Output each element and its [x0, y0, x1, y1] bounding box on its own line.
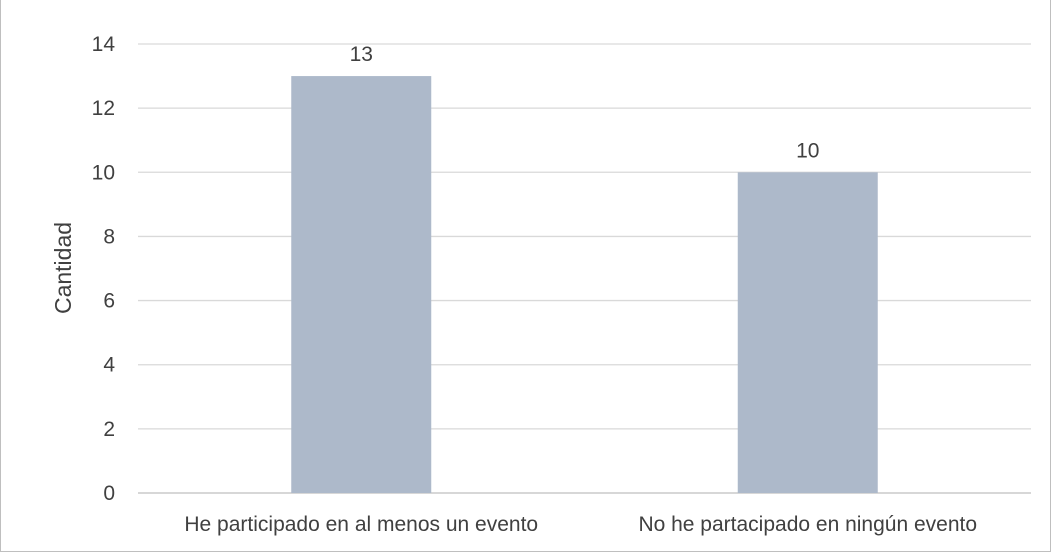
x-category-label: No he partacipado en ningún evento: [638, 513, 977, 536]
y-tick-label: 6: [103, 290, 115, 313]
y-axis-title: Cantidad: [50, 222, 76, 314]
y-tick-label: 10: [92, 161, 115, 184]
bar: [737, 172, 878, 494]
bar-data-label: 13: [350, 43, 373, 66]
y-axis-ticks: 0 2 4 6 8 10 12 14: [92, 33, 116, 505]
y-tick-label: 12: [92, 97, 115, 120]
y-tick-label: 2: [103, 418, 115, 441]
data-labels: 13 10: [350, 43, 820, 162]
bar: [291, 76, 432, 494]
bars: [291, 76, 878, 494]
y-tick-label: 4: [103, 354, 115, 377]
bar-data-label: 10: [796, 139, 819, 162]
gridlines: [138, 43, 1031, 494]
y-tick-label: 8: [103, 225, 115, 248]
x-axis-categories: He participado en al menos un evento No h…: [184, 513, 977, 536]
y-tick-label: 0: [103, 482, 115, 505]
x-category-label: He participado en al menos un evento: [184, 513, 538, 536]
y-tick-label: 14: [92, 33, 116, 56]
